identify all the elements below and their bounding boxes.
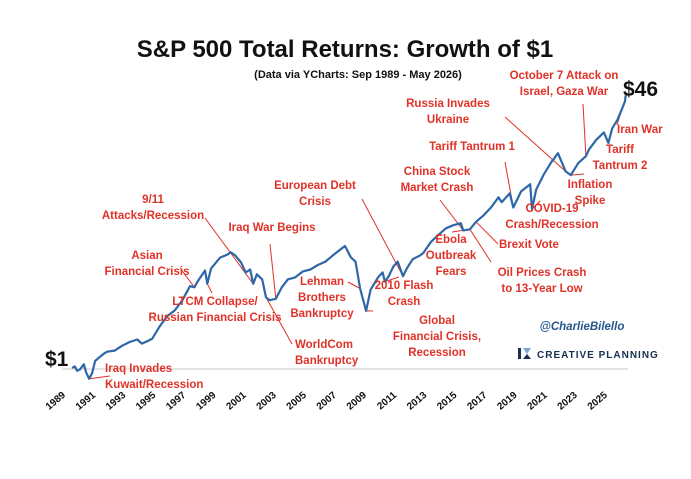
annotation-leader-line xyxy=(583,104,586,156)
event-annotation-line: Israel, Gaza War xyxy=(520,86,609,98)
x-tick-label: 2019 xyxy=(495,390,519,413)
event-annotation-line: Tantrum 2 xyxy=(593,160,648,172)
event-annotation-line: Ebola xyxy=(435,234,467,246)
x-tick-label: 1991 xyxy=(74,390,98,413)
event-annotation: LTCM Collapse/Russian Financial Crisis xyxy=(149,296,282,324)
event-annotation-line: Bankruptcy xyxy=(290,308,354,320)
event-annotation-line: Iraq Invades xyxy=(105,363,172,375)
x-tick-label: 2007 xyxy=(315,390,339,413)
event-annotation: October 7 Attack on Israel, Gaza War xyxy=(510,70,619,98)
x-tick-label: 2017 xyxy=(465,390,489,413)
x-tick-label: 2005 xyxy=(285,390,309,413)
event-annotation-line: Russia Invades xyxy=(406,98,490,110)
event-annotation-line: Financial Crisis, xyxy=(393,331,481,343)
event-annotation-line: European Debt xyxy=(274,180,356,192)
event-annotation: 2010 Flash Crash xyxy=(375,280,434,308)
end-value-label: $46 xyxy=(623,78,658,101)
event-annotation-line: Crash xyxy=(388,296,421,308)
start-value-label: $1 xyxy=(45,348,69,371)
event-annotation-line: Iran War xyxy=(617,124,663,136)
event-annotation: European Debt Crisis xyxy=(274,180,356,208)
event-annotation-line: Oil Prices Crash xyxy=(498,267,587,279)
event-annotation: Inflation Spike xyxy=(568,179,613,207)
event-annotation: Brexit Vote xyxy=(499,239,559,251)
x-tick-label: 2001 xyxy=(224,390,248,413)
annotation-leader-line xyxy=(270,244,276,299)
x-tick-label: 2015 xyxy=(435,390,459,413)
event-annotation-line: Iraq War Begins xyxy=(228,222,315,234)
event-annotation: Tariff Tantrum 2 xyxy=(593,144,648,172)
brand-name: CREATIVE PLANNING xyxy=(537,350,659,361)
annotation-leader-line xyxy=(207,284,212,293)
event-annotation: Global Financial Crisis, Recession xyxy=(393,315,481,359)
x-tick-label: 2025 xyxy=(586,390,610,413)
event-annotation: Lehman Brothers Bankruptcy xyxy=(290,276,354,320)
event-annotation-line: Asian xyxy=(131,250,162,262)
event-annotation: Tariff Tantrum 1 xyxy=(429,141,515,153)
x-tick-label: 2023 xyxy=(556,390,580,413)
event-annotation-line: Recession xyxy=(408,347,466,359)
event-annotation-line: Global xyxy=(419,315,455,327)
annotation-leader-line xyxy=(362,199,403,276)
event-annotation: Iraq War Begins xyxy=(228,222,315,234)
series-line xyxy=(72,95,626,379)
event-annotation-line: Financial Crisis xyxy=(104,266,189,278)
event-annotation-line: 9/11 xyxy=(142,194,164,206)
event-annotation-line: China Stock xyxy=(404,166,471,178)
event-annotation-line: Outbreak xyxy=(426,250,477,262)
event-annotation-line: Spike xyxy=(575,195,606,207)
event-annotation-line: to 13-Year Low xyxy=(501,283,582,295)
event-annotation: Asian Financial Crisis xyxy=(104,250,189,278)
event-annotation-line: LTCM Collapse/ xyxy=(172,296,258,308)
x-tick-label: 2011 xyxy=(375,390,399,413)
event-annotation-line: WorldCom xyxy=(295,339,353,351)
annotations-layer: Iraq Invades Kuwait/Recession LTCM Collaps… xyxy=(102,70,663,391)
x-tick-label: 2003 xyxy=(255,390,279,413)
event-annotation-line: Market Crash xyxy=(401,182,474,194)
event-annotation-line: Tariff xyxy=(606,144,634,156)
event-annotation-line: Lehman xyxy=(300,276,344,288)
event-annotation-line: Crash/Recession xyxy=(505,219,598,231)
x-tick-label: 2009 xyxy=(345,390,369,413)
event-annotation: WorldCom Bankruptcy xyxy=(295,339,359,367)
x-tick-label: 2021 xyxy=(526,390,550,413)
event-annotation: China Stock Market Crash xyxy=(401,166,474,194)
event-annotation-line: Brexit Vote xyxy=(499,239,559,251)
event-annotation-line: Bankruptcy xyxy=(295,355,359,367)
x-tick-label: 2013 xyxy=(405,390,429,413)
event-annotation-line: Kuwait/Recession xyxy=(105,379,203,391)
event-annotation: COVID-19 Crash/Recession xyxy=(505,203,598,231)
author-handle: @CharlieBilello xyxy=(540,321,625,333)
x-tick-label: 1989 xyxy=(44,390,68,413)
event-annotation: Russia Invades Ukraine xyxy=(406,98,490,126)
event-annotation-line: Tariff Tantrum 1 xyxy=(429,141,515,153)
event-annotation-line: COVID-19 xyxy=(525,203,578,215)
x-tick-label: 1997 xyxy=(164,390,188,413)
x-tick-label: 1999 xyxy=(194,390,218,413)
event-annotation: Iran War xyxy=(617,124,663,136)
event-annotation-line: Ukraine xyxy=(427,114,469,126)
event-annotation: 9/11 Attacks/Recession xyxy=(102,194,204,222)
event-annotation-line: Brothers xyxy=(298,292,346,304)
x-tick-label: 1995 xyxy=(134,390,158,413)
annotation-leader-line xyxy=(571,174,584,175)
event-annotation-line: Attacks/Recession xyxy=(102,210,204,222)
event-annotation-line: Fears xyxy=(436,266,467,278)
event-annotation-line: Russian Financial Crisis xyxy=(149,312,282,324)
annotation-leader-line xyxy=(476,222,498,244)
chart-subtitle: (Data via YCharts: Sep 1989 - May 2026) xyxy=(254,69,462,81)
x-tick-label: 1993 xyxy=(104,390,128,413)
x-axis-ticks: 1989 1991 1993 1995 1997 1999 2001 2003 2005 2007… xyxy=(44,390,610,413)
event-annotation-line: 2010 Flash xyxy=(375,280,434,292)
event-annotation-line: Inflation xyxy=(568,179,613,191)
event-annotation-line: Crisis xyxy=(299,196,331,208)
event-annotation: Oil Prices Crash to 13-Year Low xyxy=(498,267,587,295)
event-annotation: Iraq Invades Kuwait/Recession xyxy=(105,363,203,391)
event-annotation-line: October 7 Attack on xyxy=(510,70,619,82)
chart-title: S&P 500 Total Returns: Growth of $1 xyxy=(137,36,554,63)
creative-planning-logo-icon xyxy=(518,348,531,359)
